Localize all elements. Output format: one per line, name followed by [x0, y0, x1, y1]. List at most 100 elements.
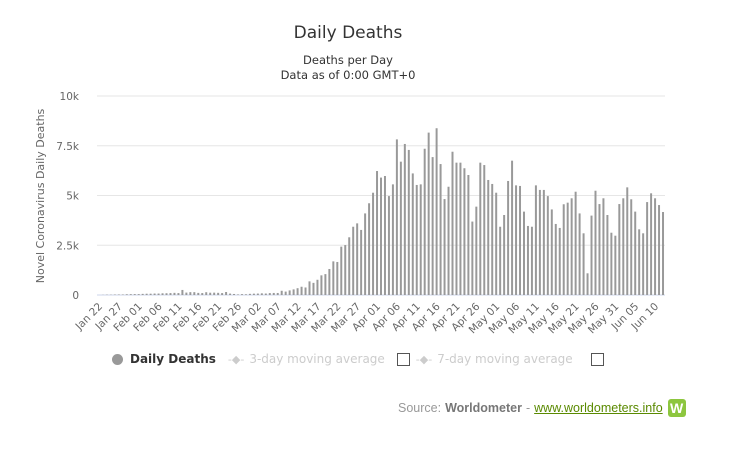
- bar[interactable]: [292, 289, 295, 295]
- bar[interactable]: [451, 151, 454, 295]
- bar[interactable]: [336, 261, 339, 295]
- bar[interactable]: [411, 173, 414, 295]
- bar[interactable]: [439, 164, 442, 295]
- bar[interactable]: [240, 294, 243, 295]
- bar[interactable]: [328, 268, 331, 295]
- bar[interactable]: [165, 293, 168, 295]
- bar[interactable]: [189, 292, 192, 295]
- bar[interactable]: [650, 193, 653, 295]
- bar[interactable]: [423, 148, 426, 295]
- bar[interactable]: [340, 246, 343, 295]
- bar[interactable]: [578, 213, 581, 295]
- bar[interactable]: [272, 292, 275, 295]
- bar[interactable]: [284, 291, 287, 295]
- bar[interactable]: [177, 293, 180, 295]
- bar[interactable]: [610, 232, 613, 295]
- bar[interactable]: [519, 185, 522, 295]
- bar[interactable]: [260, 293, 263, 295]
- bar[interactable]: [141, 293, 144, 295]
- bar[interactable]: [296, 288, 299, 295]
- bar[interactable]: [256, 293, 259, 295]
- bar[interactable]: [324, 274, 327, 295]
- bar[interactable]: [213, 292, 216, 295]
- bar[interactable]: [558, 227, 561, 295]
- bar[interactable]: [419, 184, 422, 295]
- bar[interactable]: [121, 294, 124, 295]
- 7-day-average-checkbox[interactable]: [590, 352, 604, 366]
- bar[interactable]: [252, 293, 255, 295]
- bar[interactable]: [332, 261, 335, 295]
- bar[interactable]: [638, 229, 641, 295]
- bar[interactable]: [562, 204, 565, 295]
- bar[interactable]: [526, 225, 529, 295]
- bar[interactable]: [622, 198, 625, 295]
- bar[interactable]: [173, 292, 176, 295]
- bar[interactable]: [530, 226, 533, 295]
- bar[interactable]: [507, 180, 510, 295]
- bar[interactable]: [463, 168, 466, 295]
- bar[interactable]: [157, 293, 160, 295]
- bar[interactable]: [360, 229, 363, 295]
- bar[interactable]: [570, 198, 573, 295]
- bar[interactable]: [280, 290, 283, 295]
- bar[interactable]: [427, 132, 430, 295]
- bar[interactable]: [348, 237, 351, 295]
- bar[interactable]: [590, 215, 593, 295]
- bar[interactable]: [391, 184, 394, 295]
- bar[interactable]: [662, 212, 665, 295]
- bar[interactable]: [197, 292, 200, 295]
- bar[interactable]: [387, 196, 390, 295]
- bar[interactable]: [586, 273, 589, 295]
- bar[interactable]: [352, 226, 355, 295]
- bar[interactable]: [602, 198, 605, 295]
- bar[interactable]: [308, 281, 311, 295]
- bar[interactable]: [467, 175, 470, 295]
- bar[interactable]: [169, 293, 172, 295]
- bar[interactable]: [475, 206, 478, 295]
- bar[interactable]: [435, 128, 438, 295]
- bar[interactable]: [399, 161, 402, 295]
- bar[interactable]: [407, 149, 410, 295]
- bar[interactable]: [185, 292, 188, 295]
- bar[interactable]: [383, 175, 386, 295]
- bar[interactable]: [316, 279, 319, 295]
- bar[interactable]: [499, 226, 502, 295]
- bar[interactable]: [276, 292, 279, 295]
- bar[interactable]: [646, 202, 649, 295]
- bar[interactable]: [233, 293, 236, 295]
- bar[interactable]: [201, 293, 204, 295]
- bar[interactable]: [300, 286, 303, 295]
- bar[interactable]: [431, 157, 434, 295]
- bar[interactable]: [229, 293, 232, 295]
- bar[interactable]: [523, 211, 525, 295]
- bar[interactable]: [268, 293, 271, 295]
- bar[interactable]: [634, 211, 637, 295]
- bar[interactable]: [117, 294, 120, 295]
- bar[interactable]: [356, 223, 359, 295]
- bar[interactable]: [395, 139, 398, 295]
- bar[interactable]: [642, 233, 645, 295]
- bar[interactable]: [181, 289, 184, 295]
- bar[interactable]: [554, 223, 557, 295]
- bar[interactable]: [225, 292, 228, 295]
- bar[interactable]: [515, 185, 518, 295]
- bar[interactable]: [658, 205, 661, 295]
- bar[interactable]: [582, 233, 585, 295]
- bar[interactable]: [598, 204, 601, 295]
- bar[interactable]: [459, 162, 462, 295]
- bar[interactable]: [237, 294, 239, 295]
- bar[interactable]: [550, 209, 553, 295]
- bar[interactable]: [574, 191, 577, 295]
- bar[interactable]: [443, 199, 446, 295]
- bar[interactable]: [511, 160, 514, 295]
- bar[interactable]: [491, 183, 494, 295]
- bar[interactable]: [447, 186, 450, 295]
- bar[interactable]: [538, 189, 541, 295]
- bar[interactable]: [534, 185, 537, 295]
- bar[interactable]: [618, 204, 621, 295]
- bar[interactable]: [380, 177, 382, 295]
- bar[interactable]: [129, 294, 132, 295]
- bar[interactable]: [630, 199, 633, 295]
- bar[interactable]: [137, 294, 140, 295]
- bar[interactable]: [372, 192, 375, 295]
